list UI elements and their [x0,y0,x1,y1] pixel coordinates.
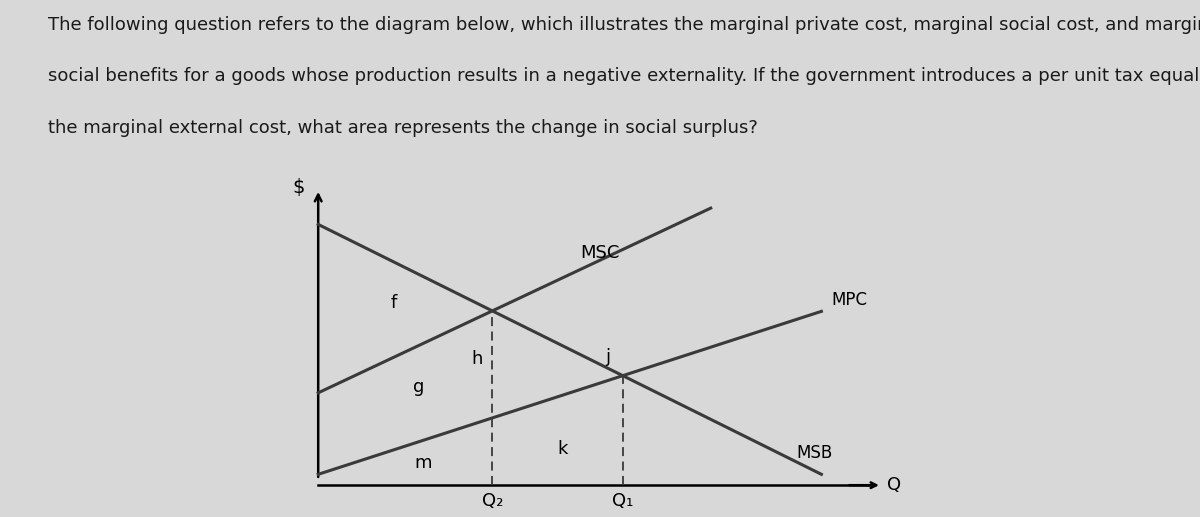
Text: g: g [413,378,425,397]
Text: $: $ [292,178,305,197]
Text: The following question refers to the diagram below, which illustrates the margin: The following question refers to the dia… [48,16,1200,34]
Text: social benefits for a goods whose production results in a negative externality. : social benefits for a goods whose produc… [48,67,1200,85]
Text: MSC: MSC [580,245,619,263]
Text: Q₂: Q₂ [481,492,503,510]
Text: k: k [557,440,568,458]
Text: f: f [390,294,397,312]
Text: j: j [605,347,611,366]
Text: m: m [414,454,432,472]
Text: MPC: MPC [832,291,868,309]
Text: h: h [472,350,482,368]
Text: Q: Q [887,476,901,494]
Text: the marginal external cost, what area represents the change in social surplus?: the marginal external cost, what area re… [48,119,758,137]
Text: Q₁: Q₁ [612,492,634,510]
Text: MSB: MSB [797,444,833,462]
